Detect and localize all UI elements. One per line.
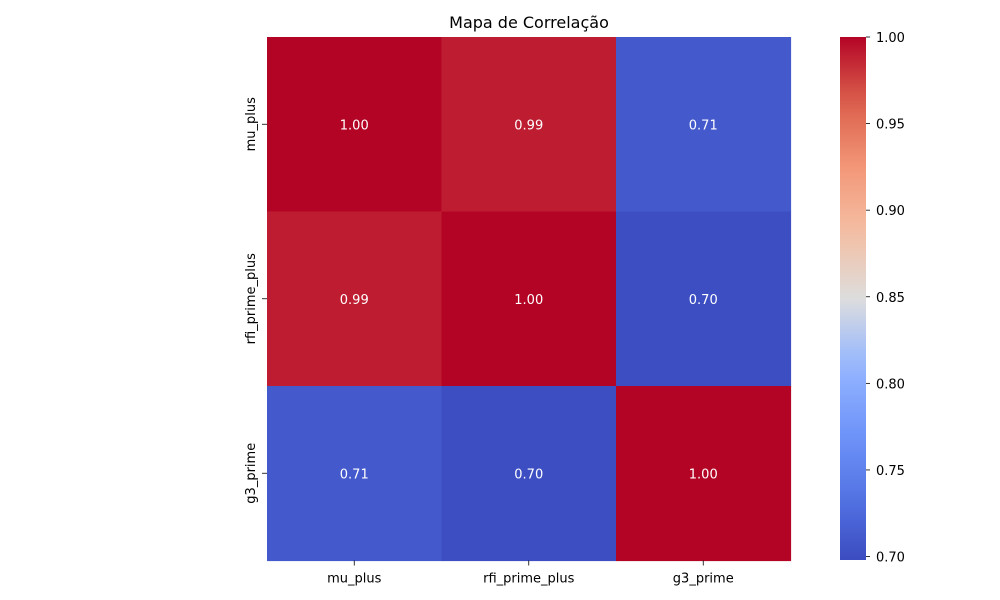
cell-value-label: 0.99 [514, 118, 543, 133]
heatmap-cell [267, 386, 443, 562]
x-axis: mu_plus rfi_prime_plus g3_prime [327, 560, 734, 587]
cell-value-label: 0.70 [514, 467, 543, 482]
heatmap-cell [267, 211, 443, 387]
heatmap-cell [616, 386, 792, 562]
colorbar: 0.70 0.75 0.80 0.85 0.90 0.95 1.00 [840, 31, 905, 566]
colorbar-gradient [840, 37, 866, 560]
chart-title: Mapa de Correlação [449, 13, 609, 32]
x-tick-label: g3_prime [673, 572, 734, 587]
y-axis: mu_plus rfi_prime_plus g3_prime [244, 97, 267, 504]
cell-value-label: 1.00 [340, 118, 369, 133]
heatmap-cell [441, 386, 617, 562]
y-tick-label: g3_prime [244, 443, 259, 504]
heatmap-cell [616, 211, 792, 387]
x-tick-label: rfi_prime_plus [483, 572, 575, 587]
colorbar-tick-label: 0.85 [876, 291, 905, 306]
cell-value-label: 0.70 [689, 293, 718, 308]
heatmap-cells [267, 37, 792, 562]
colorbar-tick-label: 0.70 [876, 551, 905, 566]
y-tick-label: rfi_prime_plus [244, 253, 259, 345]
cell-value-label: 0.71 [689, 118, 718, 133]
cell-value-label: 1.00 [689, 467, 718, 482]
heatmap-cell [616, 37, 792, 213]
colorbar-tick-label: 0.80 [876, 377, 905, 392]
heatmap-cell [267, 37, 443, 213]
y-tick-label: mu_plus [244, 97, 259, 152]
cell-value-label: 0.71 [340, 467, 369, 482]
colorbar-tick-label: 0.90 [876, 204, 905, 219]
colorbar-tick-label: 1.00 [876, 31, 905, 46]
heatmap-cell-labels: 1.00 0.99 0.71 0.99 1.00 0.70 0.71 0.70 1.00 [340, 118, 718, 482]
colorbar-tick-label: 0.75 [876, 464, 905, 479]
colorbar-tick-label: 0.95 [876, 118, 905, 133]
cell-value-label: 0.99 [340, 293, 369, 308]
heatmap-cell [441, 211, 617, 387]
cell-value-label: 1.00 [514, 293, 543, 308]
heatmap-cell [441, 37, 617, 213]
x-tick-label: mu_plus [327, 572, 382, 587]
